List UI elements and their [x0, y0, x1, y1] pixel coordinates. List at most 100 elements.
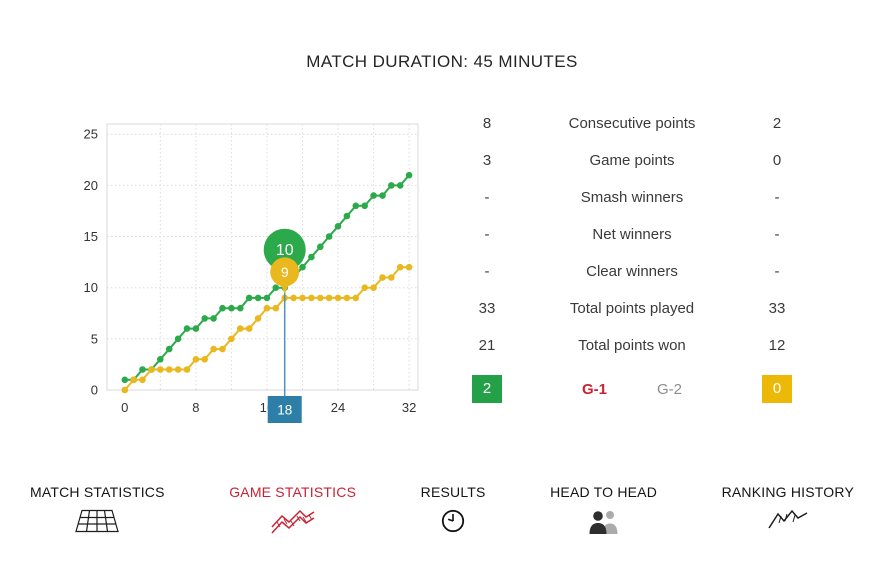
x-tick-label: 24 [331, 400, 345, 415]
series-point-player1-green[interactable] [201, 315, 208, 322]
tooltip-bubble-player2 [270, 257, 300, 287]
plot-border [106, 123, 419, 391]
series-point-player2-yellow[interactable] [183, 366, 191, 373]
series-point-player1-green[interactable] [157, 356, 164, 363]
series-point-player2-yellow[interactable] [263, 304, 271, 312]
table-row: 3 Game points 0 [452, 142, 812, 179]
series-point-player2-yellow[interactable] [388, 274, 395, 281]
series-point-player2-yellow[interactable] [157, 366, 164, 373]
series-point-player2-yellow[interactable] [352, 294, 360, 302]
stat-value-p1: 21 [478, 337, 496, 354]
series-point-player2-yellow[interactable] [254, 315, 262, 322]
stat-value-p2: - [774, 226, 780, 243]
y-tick-label: 0 [91, 383, 98, 398]
series-point-player2-yellow[interactable] [228, 335, 235, 343]
series-point-player1-green[interactable] [317, 243, 324, 251]
marker-axis-label: 18 [277, 403, 292, 418]
series-point-player1-green[interactable] [228, 304, 235, 312]
series-point-player2-yellow[interactable] [272, 304, 280, 312]
series-point-player2-yellow[interactable] [299, 294, 306, 302]
series-point-player1-green[interactable] [183, 325, 191, 332]
series-point-player2-yellow[interactable] [148, 366, 155, 373]
stats-table: 8 Consecutive points 2 3 Game points 0 -… [452, 105, 812, 403]
series-point-player1-green[interactable] [388, 182, 395, 189]
tooltip-value-player1: 10 [276, 242, 294, 259]
series-point-player2-yellow[interactable] [245, 325, 253, 332]
stat-value-p1: - [484, 189, 490, 206]
series-point-player1-green[interactable] [192, 325, 200, 332]
series-point-player1-green[interactable] [245, 294, 253, 302]
ranking-trend-icon [765, 508, 811, 534]
series-point-player2-yellow[interactable] [370, 284, 377, 291]
series-point-player2-yellow[interactable] [317, 294, 324, 302]
series-point-player2-yellow[interactable] [290, 294, 297, 302]
series-point-player1-green[interactable] [325, 233, 333, 240]
series-point-player2-yellow[interactable] [379, 274, 386, 281]
series-point-player1-green[interactable] [263, 294, 271, 302]
series-point-player2-yellow[interactable] [361, 284, 369, 291]
series-point-player2-yellow[interactable] [405, 263, 413, 271]
tab-game-2[interactable]: G-2 [657, 380, 683, 398]
series-point-player1-green[interactable] [174, 335, 182, 343]
series-point-player2-yellow[interactable] [396, 263, 404, 271]
series-point-player2-yellow[interactable] [334, 294, 342, 302]
tab-head-to-head[interactable]: HEAD TO HEAD [550, 484, 657, 534]
stat-label: Total points played [569, 300, 695, 317]
series-point-player1-green[interactable] [396, 182, 404, 189]
series-point-player2-yellow[interactable] [343, 294, 351, 302]
table-row: - Smash winners - [452, 179, 812, 216]
stat-value-p2: - [774, 189, 780, 206]
series-point-player1-green[interactable] [139, 366, 146, 373]
series-point-player1-green[interactable] [352, 202, 360, 210]
score-progression-chart[interactable]: 0 5 10 15 20 25 0 8 16 24 32 18 10 9 [55, 100, 430, 438]
series-point-player1-green[interactable] [299, 263, 306, 271]
series-point-player2-yellow[interactable] [201, 356, 208, 363]
y-tick-label: 20 [84, 178, 98, 193]
tab-game-1[interactable]: G-1 [581, 380, 607, 398]
x-tick-label: 0 [121, 400, 128, 415]
series-point-player1-green[interactable] [370, 192, 377, 199]
series-point-player2-yellow[interactable] [325, 294, 333, 302]
series-point-player1-green[interactable] [210, 315, 217, 322]
series-point-player1-green[interactable] [405, 171, 413, 179]
series-point-player2-yellow[interactable] [121, 386, 129, 394]
table-row: 33 Total points played 33 [452, 290, 812, 327]
series-point-player1-green[interactable] [254, 294, 262, 302]
series-point-player1-green[interactable] [361, 202, 369, 210]
series-point-player2-yellow[interactable] [165, 366, 173, 373]
tab-game-statistics[interactable]: GAME STATISTICS [229, 484, 356, 534]
page-title: MATCH DURATION: 45 MINUTES [306, 52, 578, 71]
games-score-row: 2 G-1 G-2 0 [452, 375, 812, 403]
series-point-player1-green[interactable] [165, 345, 173, 353]
series-point-player1-green[interactable] [379, 192, 386, 199]
table-row: - Net winners - [452, 216, 812, 253]
tab-ranking-history[interactable]: RANKING HISTORY [722, 484, 854, 534]
marker-axis-box [267, 396, 302, 423]
series-point-player2-yellow[interactable] [130, 376, 137, 384]
series-point-player2-yellow[interactable] [174, 366, 182, 373]
series-point-player2-yellow[interactable] [237, 325, 244, 332]
x-tick-label: 32 [402, 400, 416, 415]
series-point-player1-green[interactable] [237, 304, 244, 312]
stat-value-p2: 2 [772, 115, 782, 132]
series-point-player2-yellow[interactable] [308, 294, 315, 302]
series-point-player2-yellow[interactable] [139, 376, 146, 384]
game-tabs: G-1 G-2 [522, 381, 742, 398]
series-point-player2-yellow[interactable] [219, 345, 226, 353]
tab-label: HEAD TO HEAD [550, 484, 658, 500]
series-point-player2-yellow[interactable] [210, 345, 217, 353]
clock-icon [440, 508, 466, 534]
tab-match-statistics[interactable]: MATCH STATISTICS [30, 484, 165, 534]
series-point-player1-green[interactable] [308, 253, 315, 261]
series-point-player1-green[interactable] [343, 212, 351, 220]
tab-label: RANKING HISTORY [721, 484, 854, 500]
tab-results[interactable]: RESULTS [421, 484, 486, 534]
series-point-player2-yellow[interactable] [192, 356, 200, 363]
series-point-player1-green[interactable] [272, 284, 280, 291]
series-point-player1-green[interactable] [121, 376, 129, 384]
series-point-player1-green[interactable] [219, 304, 226, 312]
series-point-player1-green[interactable] [334, 223, 342, 230]
stat-value-p1: 33 [478, 300, 496, 317]
stat-value-p2: 33 [768, 300, 786, 317]
